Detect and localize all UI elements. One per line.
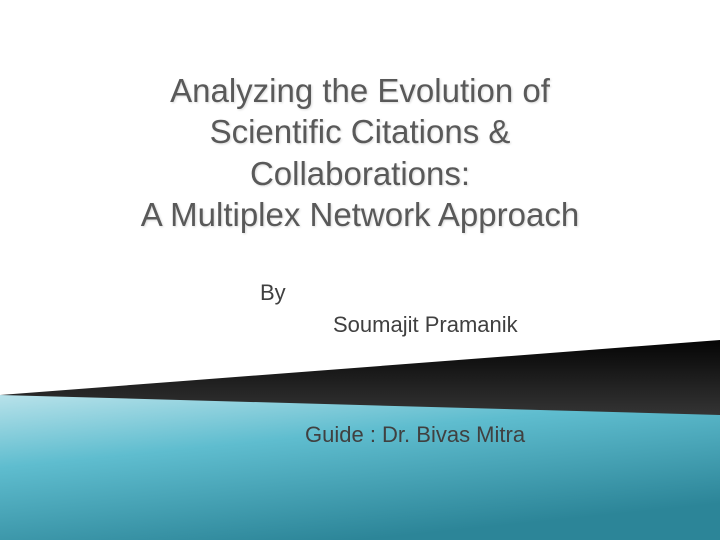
by-label: By (260, 280, 286, 306)
guide-name: Guide : Dr. Bivas Mitra (305, 422, 525, 448)
author-name: Soumajit Pramanik (333, 312, 518, 338)
title-line: A Multiplex Network Approach (141, 196, 579, 233)
title-line: Scientific Citations & (210, 113, 511, 150)
title-line: Analyzing the Evolution of (170, 72, 550, 109)
slide: Analyzing the Evolution of Scientific Ci… (0, 0, 720, 540)
slide-title: Analyzing the Evolution of Scientific Ci… (50, 70, 670, 235)
title-line: Collaborations: (250, 155, 470, 192)
